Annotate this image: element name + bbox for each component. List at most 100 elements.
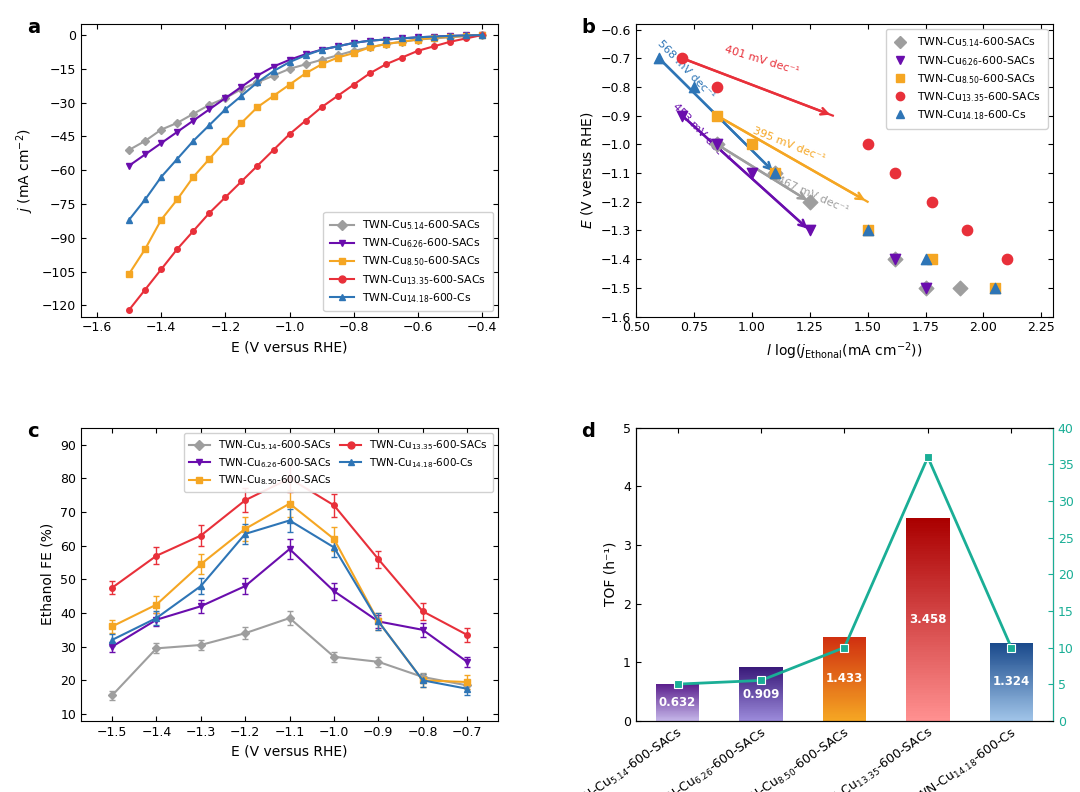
Bar [823, 700, 866, 701]
Bar [823, 647, 866, 649]
Bar [906, 549, 949, 551]
Point [766, 166, 783, 179]
Bar [989, 717, 1032, 718]
Bar [823, 642, 866, 643]
Bar [823, 694, 866, 695]
X-axis label: E (V versus RHE): E (V versus RHE) [231, 744, 348, 758]
Point [887, 166, 904, 179]
Bar [906, 524, 949, 526]
Bar [989, 660, 1032, 661]
Bar [906, 625, 949, 627]
Bar [823, 662, 866, 663]
Bar [823, 684, 866, 685]
Bar [823, 715, 866, 717]
Bar [989, 685, 1032, 686]
Bar [989, 657, 1032, 659]
Point [859, 224, 876, 237]
Point [887, 253, 904, 265]
Bar [906, 706, 949, 708]
Bar [823, 660, 866, 661]
Bar [906, 520, 949, 524]
Bar [989, 711, 1032, 712]
Point [859, 224, 876, 237]
Y-axis label: TOF (h⁻¹): TOF (h⁻¹) [604, 542, 618, 607]
Bar [989, 673, 1032, 674]
Bar [906, 536, 949, 539]
Bar [906, 615, 949, 617]
Bar [906, 672, 949, 675]
Legend: TWN-Cu$_{5.14}$-600-SACs, TWN-Cu$_{6.26}$-600-SACs, TWN-Cu$_{8.50}$-600-SACs, TW: TWN-Cu$_{5.14}$-600-SACs, TWN-Cu$_{6.26}… [184, 433, 492, 492]
Bar [906, 708, 949, 710]
Bar [906, 531, 949, 533]
Y-axis label: $E$ (V versus RHE): $E$ (V versus RHE) [579, 112, 595, 229]
Bar [989, 703, 1032, 704]
Bar [906, 554, 949, 556]
Point [766, 166, 783, 179]
Bar [906, 602, 949, 604]
Bar [823, 670, 866, 672]
Bar [906, 645, 949, 647]
Bar [823, 698, 866, 699]
Point [859, 138, 876, 150]
Bar [989, 648, 1032, 649]
Bar [823, 720, 866, 721]
Bar [989, 718, 1032, 719]
Text: a: a [27, 18, 40, 37]
Bar [823, 656, 866, 657]
Bar [989, 702, 1032, 703]
Bar [823, 712, 866, 714]
Bar [989, 644, 1032, 645]
Bar [989, 691, 1032, 693]
Bar [989, 661, 1032, 663]
Bar [989, 677, 1032, 678]
Bar [823, 695, 866, 697]
Bar [989, 681, 1032, 682]
Bar [906, 640, 949, 642]
Bar [823, 668, 866, 669]
Bar [906, 685, 949, 687]
Bar [906, 584, 949, 587]
Point [766, 166, 783, 179]
Point [801, 196, 819, 208]
Bar [989, 643, 1032, 644]
Bar [906, 668, 949, 670]
Bar [906, 609, 949, 612]
Bar [823, 639, 866, 640]
Bar [823, 678, 866, 679]
Bar [906, 600, 949, 602]
Bar [906, 566, 949, 569]
Bar [823, 665, 866, 666]
Bar [989, 647, 1032, 648]
Y-axis label: Ethanol FE (%): Ethanol FE (%) [41, 524, 55, 626]
Bar [906, 630, 949, 632]
Bar [906, 556, 949, 558]
Bar [989, 679, 1032, 680]
Bar [906, 716, 949, 718]
Bar [823, 646, 866, 647]
Point [708, 81, 726, 93]
Point [917, 253, 934, 265]
Bar [823, 663, 866, 664]
Bar [989, 664, 1032, 665]
Bar [823, 702, 866, 703]
Bar [823, 701, 866, 702]
Bar [823, 703, 866, 704]
Bar [823, 652, 866, 653]
Bar [989, 710, 1032, 711]
Bar [906, 653, 949, 655]
Bar [823, 681, 866, 682]
Bar [906, 647, 949, 649]
Point [685, 81, 702, 93]
Bar [906, 604, 949, 607]
Point [923, 196, 941, 208]
Bar [823, 706, 866, 707]
Bar [989, 665, 1032, 666]
Point [674, 51, 691, 64]
Bar [906, 579, 949, 581]
Bar [906, 627, 949, 630]
Bar [823, 673, 866, 675]
Bar [823, 666, 866, 667]
Bar [906, 655, 949, 657]
Bar [989, 713, 1032, 714]
Bar [989, 698, 1032, 699]
